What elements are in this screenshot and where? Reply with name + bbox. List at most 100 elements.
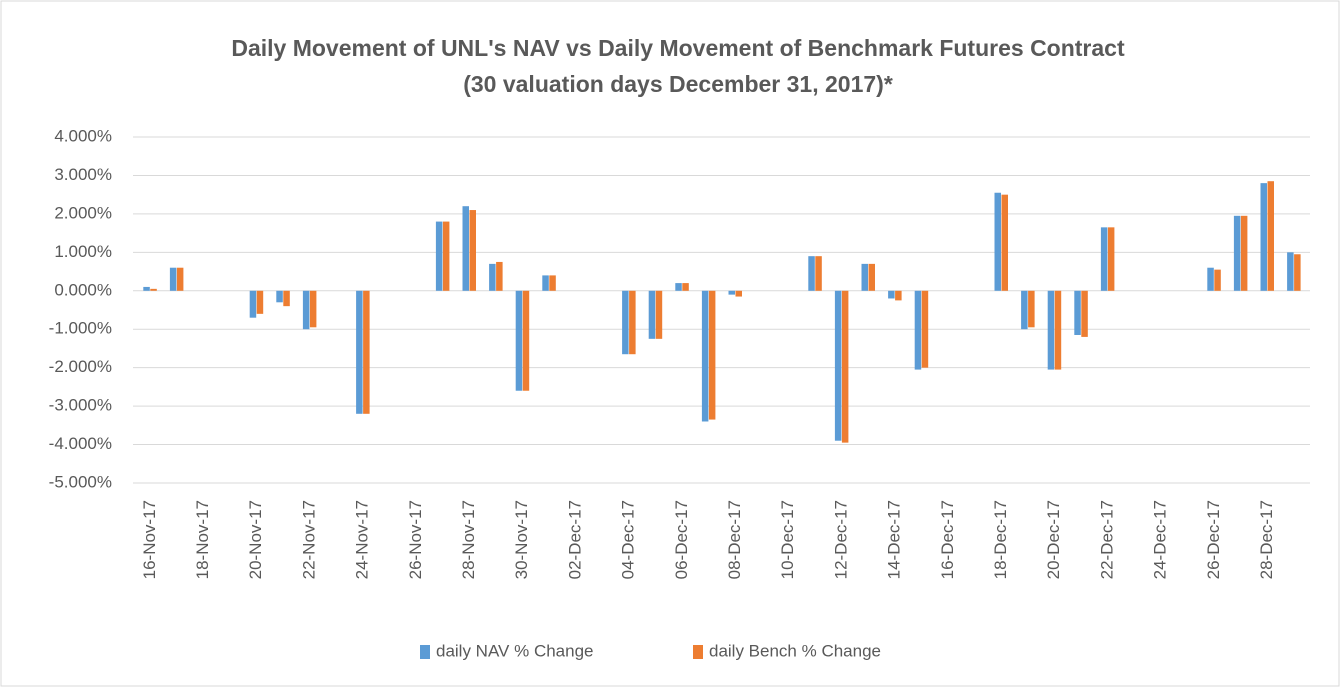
bar — [309, 290, 317, 328]
bar — [1207, 267, 1214, 291]
bar — [1287, 252, 1294, 291]
bar — [728, 290, 735, 295]
chart-subtitle: (30 valuation days December 31, 2017)* — [463, 71, 893, 97]
bar — [1074, 290, 1081, 335]
bar — [994, 192, 1001, 291]
bar — [143, 286, 150, 291]
bar — [629, 290, 636, 355]
x-tick-label: 12-Dec-17 — [831, 500, 850, 579]
bar — [435, 221, 443, 291]
bar — [622, 290, 629, 355]
y-tick-label: 4.000% — [54, 126, 112, 145]
bar — [515, 290, 523, 391]
x-tick-label: 14-Dec-17 — [885, 500, 904, 579]
bar — [276, 290, 283, 303]
x-tick-label: 16-Dec-17 — [938, 500, 957, 579]
legend-swatch — [420, 645, 430, 659]
chart-title: Daily Movement of UNL's NAV vs Daily Mov… — [231, 35, 1125, 61]
bar — [914, 290, 922, 370]
bar — [1240, 215, 1248, 291]
bar — [841, 290, 849, 443]
bar — [815, 256, 822, 291]
bar — [150, 288, 157, 291]
y-tick-label: 1.000% — [54, 242, 112, 261]
bar — [176, 267, 184, 291]
x-tick-label: 22-Dec-17 — [1097, 500, 1116, 579]
bar — [1028, 290, 1035, 328]
bar — [648, 290, 656, 339]
bar — [356, 290, 363, 414]
bar — [363, 290, 370, 414]
bar — [1054, 290, 1062, 370]
x-tick-label: 22-Nov-17 — [299, 500, 318, 579]
bar — [1260, 183, 1267, 291]
bar — [489, 263, 496, 291]
x-tick-label: 16-Nov-17 — [140, 500, 159, 579]
bar — [1214, 269, 1221, 291]
bar — [1294, 254, 1301, 291]
bar — [1100, 227, 1108, 291]
bar — [283, 290, 290, 307]
bar — [921, 290, 929, 368]
bar — [861, 263, 868, 291]
bar — [1107, 227, 1115, 291]
bar — [895, 290, 902, 301]
x-tick-label: 20-Nov-17 — [246, 500, 265, 579]
bar — [549, 275, 556, 291]
bar — [442, 221, 450, 291]
x-tick-label: 08-Dec-17 — [725, 500, 744, 579]
x-tick-label: 28-Dec-17 — [1257, 500, 1276, 579]
x-tick-label: 26-Nov-17 — [406, 500, 425, 579]
x-tick-label: 30-Nov-17 — [512, 500, 531, 579]
bar — [708, 290, 716, 420]
bar — [169, 267, 177, 291]
x-tick-label: 02-Dec-17 — [565, 500, 584, 579]
bar — [496, 261, 503, 291]
y-tick-label: -4.000% — [49, 434, 112, 453]
bar — [808, 256, 815, 291]
x-tick-label: 04-Dec-17 — [619, 500, 638, 579]
bar — [868, 263, 875, 291]
x-tick-label: 18-Nov-17 — [193, 500, 212, 579]
y-tick-label: -1.000% — [49, 319, 112, 338]
bar — [675, 283, 682, 291]
bar — [462, 206, 469, 291]
bar — [1233, 215, 1241, 291]
x-tick-label: 28-Nov-17 — [459, 500, 478, 579]
y-tick-label: -3.000% — [49, 396, 112, 415]
bar — [682, 283, 689, 291]
x-tick-label: 24-Dec-17 — [1151, 500, 1170, 579]
y-tick-label: 2.000% — [54, 203, 112, 222]
legend-swatch — [693, 645, 703, 659]
y-tick-label: 0.000% — [54, 280, 112, 299]
legend-label: daily Bench % Change — [709, 641, 881, 660]
y-tick-label: -5.000% — [49, 472, 112, 491]
bar — [655, 290, 663, 339]
bar — [701, 290, 709, 422]
bar — [1021, 290, 1028, 330]
bar — [834, 290, 842, 441]
bar — [302, 290, 310, 330]
bar — [735, 290, 742, 297]
x-tick-label: 10-Dec-17 — [778, 500, 797, 579]
bar — [249, 290, 257, 318]
bar — [1001, 194, 1008, 291]
x-tick-label: 18-Dec-17 — [991, 500, 1010, 579]
bar — [888, 290, 895, 299]
bar — [256, 290, 264, 314]
bar — [1267, 181, 1274, 291]
bar — [542, 275, 549, 291]
x-tick-label: 24-Nov-17 — [353, 500, 372, 579]
y-tick-label: -2.000% — [49, 357, 112, 376]
y-tick-label: 3.000% — [54, 165, 112, 184]
x-tick-label: 20-Dec-17 — [1044, 500, 1063, 579]
legend-label: daily NAV % Change — [436, 641, 594, 660]
bar — [469, 210, 476, 291]
bar — [1047, 290, 1055, 370]
bar — [1081, 290, 1088, 337]
bar — [522, 290, 530, 391]
x-tick-label: 06-Dec-17 — [672, 500, 691, 579]
x-tick-label: 26-Dec-17 — [1204, 500, 1223, 579]
